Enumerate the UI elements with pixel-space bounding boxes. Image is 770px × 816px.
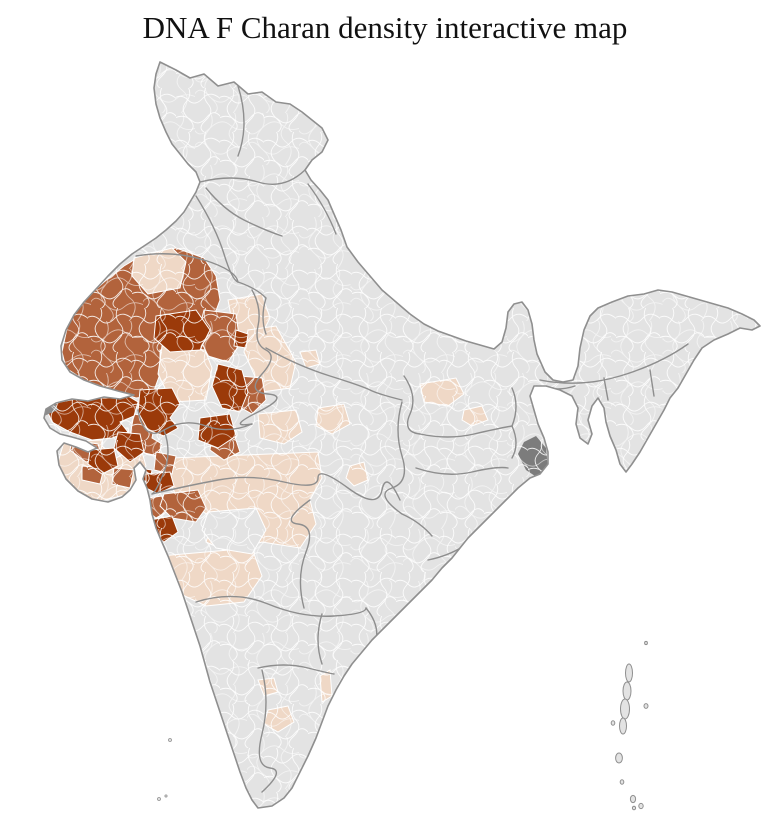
andaman-nicobar-islands[interactable] (610, 640, 649, 811)
state-borders (135, 85, 689, 793)
lakshadweep-islands[interactable] (157, 738, 172, 801)
page-title: DNA F Charan density interactive map (142, 10, 628, 45)
